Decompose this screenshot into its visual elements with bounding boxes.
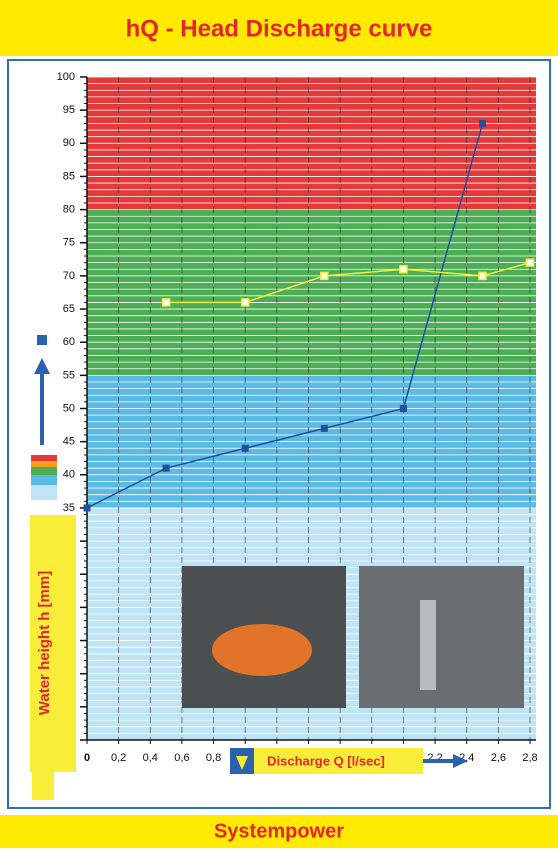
series-line xyxy=(86,123,484,509)
y-tick-label: 65 xyxy=(63,303,75,315)
x-tick-label: 2,8 xyxy=(522,752,537,764)
legend-swatch xyxy=(31,455,57,461)
point xyxy=(478,271,487,281)
x-tick-label: 2,6 xyxy=(491,752,506,764)
x-tick-label: 0 xyxy=(84,752,90,764)
legend-swatch xyxy=(31,475,57,485)
y-tick-label: 75 xyxy=(63,237,75,249)
y-axis-label: Water height h [mm] xyxy=(36,571,53,715)
point xyxy=(161,298,171,307)
point xyxy=(83,504,91,512)
x-tick-label: 0,8 xyxy=(206,752,221,764)
deco xyxy=(32,772,54,800)
y-tick-label: 85 xyxy=(63,170,75,182)
point xyxy=(399,265,408,274)
arrow-head xyxy=(34,358,50,374)
point xyxy=(525,258,535,267)
y-tick-label: 100 xyxy=(57,71,75,83)
x-label-box xyxy=(233,748,423,774)
y-tick-label: 60 xyxy=(63,336,75,348)
x-axis-label: Discharge Q [l/sec] xyxy=(267,753,385,768)
marker-icon xyxy=(37,335,47,345)
chart-title: hQ - Head Discharge curve xyxy=(126,15,433,42)
y-tick-label: 35 xyxy=(63,502,75,514)
photo-object xyxy=(212,624,312,676)
series-line xyxy=(166,261,531,304)
x-tick-label: 0,6 xyxy=(174,752,189,764)
point xyxy=(162,464,170,472)
photo xyxy=(359,566,524,708)
x-tick-label: 0,4 xyxy=(143,752,158,764)
point xyxy=(240,298,250,307)
point xyxy=(399,405,407,412)
title-bar xyxy=(0,0,558,56)
footer: Systempower xyxy=(214,820,344,842)
y-tick-label: 70 xyxy=(63,270,75,282)
y-tick-label: 95 xyxy=(63,104,75,116)
y-tick-label: 45 xyxy=(63,436,75,448)
arrow-head xyxy=(453,754,468,768)
point xyxy=(241,444,249,452)
y-tick-label: 90 xyxy=(63,137,75,149)
arrow-head xyxy=(236,756,248,770)
y-tick-label: 50 xyxy=(63,402,75,414)
point xyxy=(320,424,328,432)
legend-swatch xyxy=(31,461,57,467)
legend-swatch xyxy=(31,467,57,475)
y-tick-label: 55 xyxy=(63,369,75,381)
legend-swatch xyxy=(31,485,57,500)
point xyxy=(320,271,329,281)
y-tick-label: 80 xyxy=(63,204,75,216)
y-label-box xyxy=(30,515,76,772)
y-tick-label: 40 xyxy=(63,469,75,481)
photo-object xyxy=(420,600,436,690)
band xyxy=(87,209,536,376)
x-tick-label: 0,2 xyxy=(111,752,126,764)
footer-bar xyxy=(0,815,558,848)
point xyxy=(479,119,487,127)
